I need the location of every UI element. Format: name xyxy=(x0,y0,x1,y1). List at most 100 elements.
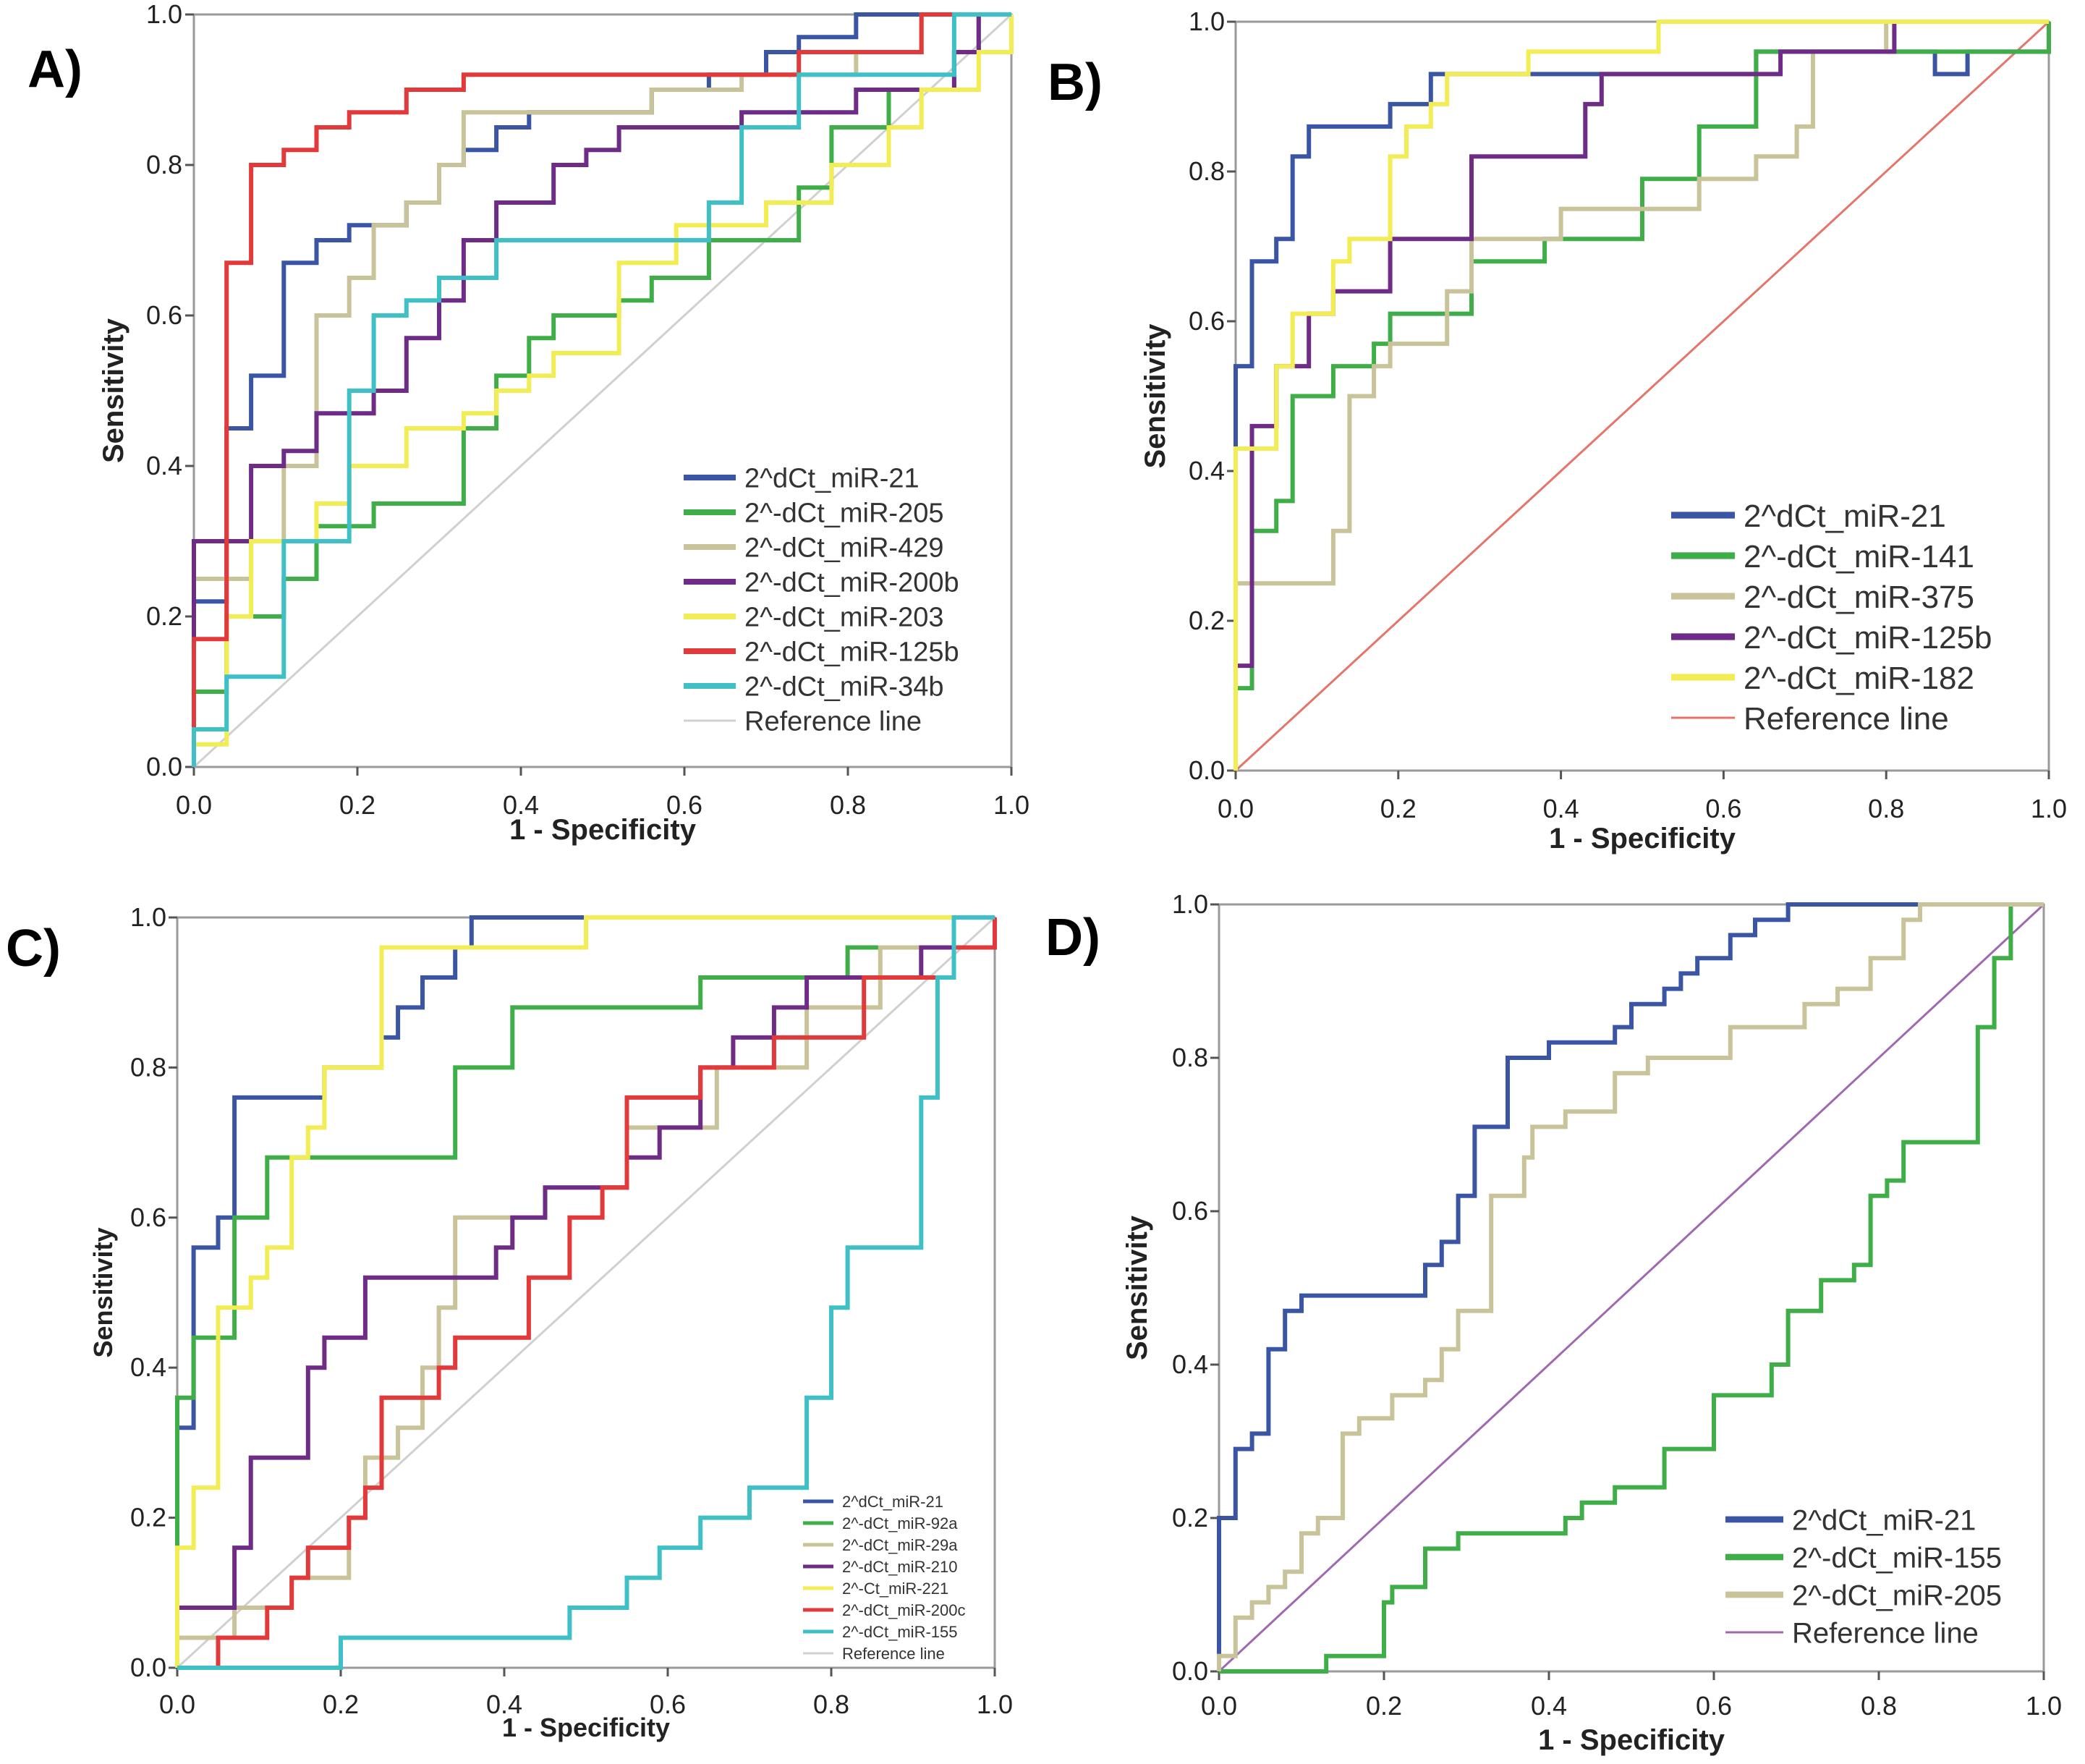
panel-a-series-2-dct-mir-205 xyxy=(192,12,1011,767)
panel-a-y-axis-title: Sensitivity xyxy=(98,318,129,463)
panel-b-series-2-dct-mir-182 xyxy=(1233,20,2049,771)
panel-d-series-2-dct-mir-155 xyxy=(1219,902,2044,1674)
panel-a-letter: A) xyxy=(27,41,82,98)
panel-c-series-2-ct-mir-221 xyxy=(175,915,995,1668)
panel-b-x-tick-label: 0.2 xyxy=(1380,794,1417,823)
panel-b-x-tick-label: 1.0 xyxy=(2031,794,2067,823)
panel-c-x-tick-label: 1.0 xyxy=(977,1689,1013,1719)
panel-c-x-tick-label: 0.2 xyxy=(323,1689,359,1719)
panel-c-y-tick-label: 0.2 xyxy=(130,1503,166,1532)
panel-b-x-tick-label: 0.4 xyxy=(1543,794,1579,823)
panel-a-x-tick-label: 0.8 xyxy=(830,790,866,820)
panel-a-legend-label: 2^-dCt_miR-205 xyxy=(744,499,943,529)
panel-c-series-2-dct-mir-210 xyxy=(175,915,995,1668)
panel-b-y-tick-label: 1.0 xyxy=(1189,7,1225,36)
panel-d-y-tick-label: 0.4 xyxy=(1172,1349,1208,1379)
panel-d-y-tick-label: 0.6 xyxy=(1172,1196,1208,1226)
panel-a-y-tick-label: 0.0 xyxy=(146,752,182,781)
panel-b-y-tick-label: 0.6 xyxy=(1189,306,1225,336)
panel-d-legend-label: 2^dCt_miR-21 xyxy=(1792,1504,1976,1536)
panel-d-y-tick-label: 1.0 xyxy=(1172,889,1208,919)
panel-c-series-2-dct-mir-155 xyxy=(177,915,995,1670)
panel-c-x-tick-label: 0.4 xyxy=(486,1689,522,1719)
panel-d-y-tick-label: 0.0 xyxy=(1172,1656,1208,1686)
panel-a-legend-label: 2^-dCt_miR-125b xyxy=(744,637,959,668)
panel-c-y-axis-title: Sensitivity xyxy=(88,1227,118,1357)
panel-a-x-tick-label: 0.0 xyxy=(176,790,212,820)
panel-a-legend-label: 2^-dCt_miR-429 xyxy=(744,533,943,564)
panel-a-legend-label: 2^-dCt_miR-200b xyxy=(744,568,959,598)
panel-d-y-tick-label: 0.8 xyxy=(1172,1043,1208,1072)
panel-c-x-axis-title: 1 - Specificity xyxy=(502,1713,670,1742)
panel-a-legend-label: 2^-dCt_miR-34b xyxy=(744,672,943,703)
panel-c-legend-label: 2^-dCt_miR-155 xyxy=(842,1623,958,1641)
panel-d-legend-label: 2^-dCt_miR-205 xyxy=(1792,1579,2002,1611)
panel-c-legend-label: Reference line xyxy=(842,1645,945,1663)
panel-d-x-tick-label: 0.8 xyxy=(1861,1691,1897,1721)
panel-b-series-2-dct-mir-21 xyxy=(1233,22,2051,771)
panel-d-x-tick-label: 0.2 xyxy=(1366,1691,1402,1721)
panel-d: D) 0.0 0.2 0.4 0.6 0.8 1.0 0.0 0.2 0.4 0.6 0.8 1.0 1 … xyxy=(1045,889,2062,1756)
panel-d-x-tick-label: 0.4 xyxy=(1531,1691,1567,1721)
panel-b-y-axis-title: Sensitivity xyxy=(1139,323,1171,469)
panel-c-legend: 2^dCt_miR-21 2^-dCt_miR-92a 2^-dCt_miR-29a… xyxy=(803,1493,966,1663)
panel-a-series-2-dct-mir-125b xyxy=(192,12,1011,767)
panel-a-y-tick-label: 0.6 xyxy=(146,300,182,330)
panel-b-legend-label: 2^-dCt_miR-125b xyxy=(1744,620,1992,656)
panel-a-series-2-dct-mir-34b xyxy=(192,12,1011,767)
panel-b-legend: 2^dCt_miR-21 2^-dCt_miR-141 2^-dCt_miR-375… xyxy=(1671,499,1992,737)
panel-c-x-tick-label: 0.8 xyxy=(813,1689,849,1719)
panel-b-x-tick-label: 0.8 xyxy=(1868,794,1904,823)
panel-d-x-tick-label: 0.0 xyxy=(1201,1691,1237,1721)
panel-a: A) 0.0 0.2 0.4 0.6 0.8 1.0 0.0 0.2 0.4 0.6 0.8 1.0 1 … xyxy=(27,0,1029,846)
panel-c: C) 0.0 0.2 0.4 0.6 0.8 1.0 0.0 0.2 0.4 0.6 0.8 1.0 1 … xyxy=(6,902,1013,1742)
panel-c-x-tick-label: 0.0 xyxy=(159,1689,195,1719)
panel-c-series-reference-line xyxy=(176,916,996,1669)
panel-c-legend-label: 2^dCt_miR-21 xyxy=(842,1493,943,1511)
panel-c-y-tick-label: 0.8 xyxy=(130,1052,166,1082)
panel-d-legend: 2^dCt_miR-21 2^-dCt_miR-155 2^-dCt_miR-205… xyxy=(1725,1504,2002,1649)
panel-a-series-reference-line xyxy=(192,13,1013,768)
panel-c-legend-label: 2^-dCt_miR-200c xyxy=(842,1601,966,1619)
panel-b-y-tick-label: 0.4 xyxy=(1189,456,1225,485)
panel-a-x-tick-label: 0.4 xyxy=(503,790,539,820)
panel-d-series-2-dct-mir-205 xyxy=(1217,902,2044,1671)
panel-c-y-tick-label: 0.0 xyxy=(130,1653,166,1682)
panel-a-y-tick-label: 0.8 xyxy=(146,150,182,179)
panel-d-legend-label: 2^-dCt_miR-155 xyxy=(1792,1542,2002,1574)
panel-c-series-2-dct-mir-200c xyxy=(177,917,997,1670)
panel-d-x-axis-title: 1 - Specificity xyxy=(1538,1724,1725,1756)
panel-d-series-2-dct-mir-21 xyxy=(1217,902,2044,1671)
panel-c-legend-label: 2^-dCt_miR-92a xyxy=(842,1514,958,1532)
panel-a-y-tick-label: 0.4 xyxy=(146,451,182,480)
panel-d-y-axis-title: Sensitivity xyxy=(1121,1215,1153,1360)
panel-a-legend: 2^dCt_miR-21 2^-dCt_miR-205 2^-dCt_miR-429… xyxy=(684,464,959,737)
panel-b-y-tick-label: 0.2 xyxy=(1189,606,1225,635)
panel-b-letter: B) xyxy=(1048,54,1103,111)
panel-c-series-2-dct-mir-92a xyxy=(175,915,995,1668)
panel-d-series-reference-line xyxy=(1218,903,2045,1673)
panel-b-y-tick-label: 0.0 xyxy=(1189,755,1225,785)
panel-d-plot-frame xyxy=(1218,903,2045,1673)
panel-d-x-tick-label: 1.0 xyxy=(2026,1691,2062,1721)
panel-b: B) 0.0 0.2 0.4 0.6 0.8 1.0 0.0 0.2 0.4 0.6 0.8 1.0 1 … xyxy=(1048,7,2067,855)
panel-b-legend-label: 2^-dCt_miR-375 xyxy=(1744,580,1974,615)
panel-c-x-tick-label: 0.6 xyxy=(650,1689,686,1719)
panel-b-legend-label: 2^dCt_miR-21 xyxy=(1744,499,1946,534)
panel-a-x-tick-label: 1.0 xyxy=(993,790,1029,820)
panel-d-x-tick-label: 0.6 xyxy=(1696,1691,1732,1721)
panel-c-legend-label: 2^-Ct_miR-221 xyxy=(842,1579,948,1598)
panel-a-legend-label: 2^dCt_miR-21 xyxy=(744,464,920,494)
panel-a-plot-frame xyxy=(192,13,1013,768)
panel-b-y-tick-label: 0.8 xyxy=(1189,156,1225,186)
panel-a-y-tick-label: 0.2 xyxy=(146,601,182,631)
panel-c-letter: C) xyxy=(6,920,61,978)
panel-c-legend-label: 2^-dCt_miR-210 xyxy=(842,1558,958,1576)
panel-a-legend-label: 2^-dCt_miR-203 xyxy=(744,603,943,633)
panel-c-legend-label: 2^-dCt_miR-29a xyxy=(842,1536,958,1554)
panel-b-legend-label: 2^-dCt_miR-182 xyxy=(1744,661,1974,696)
panel-a-x-tick-label: 0.2 xyxy=(339,790,375,820)
panel-b-x-axis-title: 1 - Specificity xyxy=(1549,823,1736,855)
panel-a-y-tick-label: 1.0 xyxy=(146,0,182,29)
